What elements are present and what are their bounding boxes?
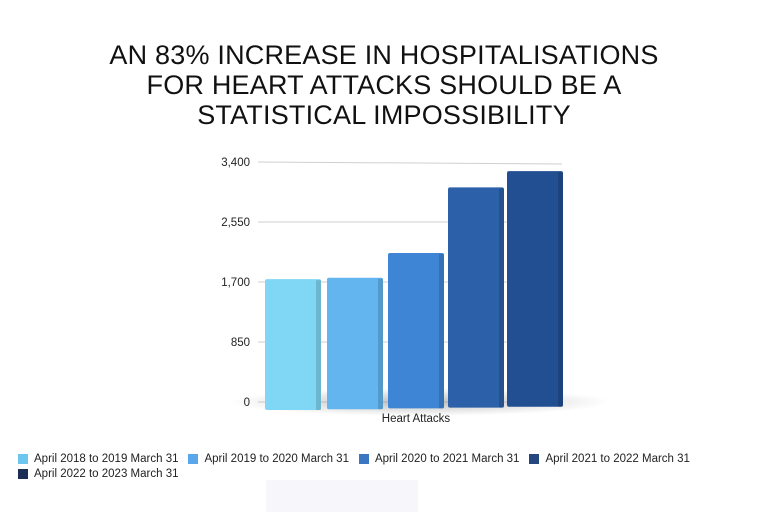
legend-item: April 2019 to 2020 March 31	[188, 451, 349, 466]
legend-item: April 2020 to 2021 March 31	[358, 451, 520, 466]
title-line: AN 83% INCREASE IN HOSPITALISATIONS	[109, 40, 659, 70]
bar-side-shade	[378, 278, 383, 410]
bar	[448, 187, 504, 408]
title-line: FOR HEART ATTACKS SHOULD BE A	[146, 70, 622, 100]
y-tick-label: 2,550	[221, 217, 250, 229]
gridline	[257, 161, 563, 165]
legend-swatch	[529, 453, 540, 464]
legend-swatch	[188, 453, 199, 464]
legend-swatch	[18, 469, 28, 479]
bar	[388, 253, 444, 409]
bar-side-shade	[316, 280, 321, 410]
bar-side-shade	[499, 188, 504, 408]
legend-item: April 2022 to 2023 March 31	[18, 467, 178, 482]
bar	[507, 171, 563, 407]
y-tick-label: 1,700	[221, 277, 250, 289]
blank-panel	[266, 480, 418, 512]
title-line: STATISTICAL IMPOSSIBILITY	[197, 100, 571, 130]
bar-side-shade	[439, 254, 444, 409]
legend-swatch	[358, 453, 369, 464]
legend-label: April 2018 to 2019 March 31	[34, 452, 179, 465]
legend-swatch	[18, 453, 28, 464]
legend-item: April 2018 to 2019 March 31	[18, 451, 178, 466]
bar	[327, 277, 383, 410]
bar	[265, 279, 321, 410]
legend-item: April 2021 to 2022 March 31	[529, 451, 690, 466]
legend-label: April 2022 to 2023 March 31	[34, 468, 179, 480]
legend-label: April 2020 to 2021 March 31	[374, 452, 520, 465]
y-tick-label: 3,400	[221, 157, 250, 169]
legend-label: April 2021 to 2022 March 31	[545, 452, 690, 465]
chart-title: AN 83% INCREASE IN HOSPITALISATIONS FOR …	[0, 40, 768, 130]
y-tick-label: 850	[231, 337, 250, 349]
x-axis-label: Heart Attacks	[382, 413, 451, 425]
bar-side-shade	[558, 172, 563, 407]
legend-label: April 2019 to 2020 March 31	[204, 452, 349, 465]
legend: April 2018 to 2019 March 31 April 2019 to…	[18, 451, 768, 482]
